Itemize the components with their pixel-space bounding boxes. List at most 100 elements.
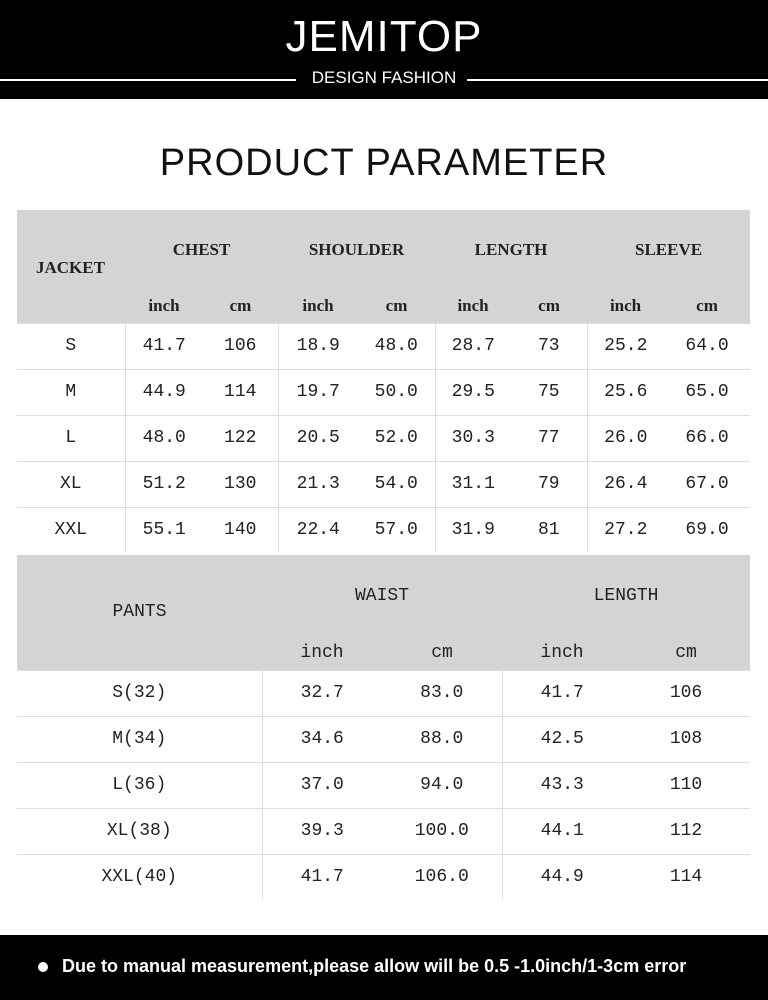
value-cell: 18.9 (277, 322, 359, 369)
value-cell: 73 (511, 322, 588, 369)
value-cell: 25.2 (586, 322, 665, 369)
value-cell: 50.0 (358, 368, 436, 415)
value-cell: 114 (622, 853, 751, 900)
table-row: S 41.7 106 18.9 48.0 28.7 73 25.2 64.0 (17, 322, 751, 369)
value-cell: 41.7 (261, 853, 382, 900)
pants-size-table: PANTS WAIST LENGTH inch cm inch cm S(32) 32.… (17, 555, 751, 900)
value-cell: 100.0 (382, 807, 503, 854)
group-header: LENGTH (435, 210, 588, 290)
value-cell: 31.9 (434, 506, 512, 553)
value-cell: 28.7 (434, 322, 512, 369)
value-cell: 22.4 (277, 506, 359, 553)
value-cell: 20.5 (277, 414, 359, 461)
size-cell: M (17, 368, 125, 415)
value-cell: 106 (203, 322, 279, 369)
value-cell: 110 (622, 761, 751, 808)
value-cell: 32.7 (261, 669, 382, 716)
value-cell: 57.0 (358, 506, 436, 553)
value-cell: 44.1 (501, 807, 623, 854)
size-cell: M(34) (17, 715, 262, 762)
unit-header: inch (262, 637, 382, 670)
unit-header: inch (502, 637, 623, 670)
group-header: WAIST (262, 555, 503, 637)
value-cell: 52.0 (358, 414, 436, 461)
size-cell: XL(38) (17, 807, 262, 854)
group-header: LENGTH (502, 555, 751, 637)
divider (467, 79, 768, 81)
unit-header: cm (358, 290, 436, 323)
table-row: S(32) 32.7 83.0 41.7 106 (17, 669, 751, 716)
footer-note-bar: Due to manual measurement,please allow w… (0, 935, 768, 1000)
unit-header: cm (664, 290, 751, 323)
table-row: XXL 55.1 140 22.4 57.0 31.9 81 27.2 69.0 (17, 506, 751, 553)
value-cell: 67.0 (664, 460, 751, 507)
table-row: L 48.0 122 20.5 52.0 30.3 77 26.0 66.0 (17, 414, 751, 461)
page-title: PRODUCT PARAMETER (159, 142, 609, 184)
value-cell: 25.6 (586, 368, 665, 415)
value-cell: 26.4 (586, 460, 665, 507)
value-cell: 106.0 (382, 853, 503, 900)
value-cell: 19.7 (277, 368, 359, 415)
value-cell: 48.0 (124, 414, 203, 461)
pants-label: PANTS (17, 555, 262, 670)
group-header: SLEEVE (587, 210, 751, 290)
group-header: SHOULDER (278, 210, 436, 290)
jacket-label: JACKET (17, 210, 125, 323)
value-cell: 79 (511, 460, 588, 507)
value-cell: 106 (622, 669, 751, 716)
value-cell: 108 (622, 715, 751, 762)
value-cell: 55.1 (124, 506, 203, 553)
brand-tagline: DESIGN FASHION (311, 68, 457, 87)
value-cell: 42.5 (501, 715, 623, 762)
unit-header: inch (435, 290, 512, 323)
value-cell: 31.1 (434, 460, 512, 507)
value-cell: 34.6 (261, 715, 382, 762)
brand-header: JEMITOP DESIGN FASHION (0, 0, 768, 99)
value-cell: 83.0 (382, 669, 503, 716)
size-cell: L(36) (17, 761, 262, 808)
value-cell: 140 (203, 506, 279, 553)
value-cell: 48.0 (358, 322, 436, 369)
table-row: M 44.9 114 19.7 50.0 29.5 75 25.6 65.0 (17, 368, 751, 415)
value-cell: 54.0 (358, 460, 436, 507)
size-cell: XL (17, 460, 125, 507)
unit-header: inch (125, 290, 203, 323)
value-cell: 41.7 (501, 669, 623, 716)
value-cell: 75 (511, 368, 588, 415)
value-cell: 88.0 (382, 715, 503, 762)
value-cell: 41.7 (124, 322, 203, 369)
unit-header: inch (278, 290, 359, 323)
value-cell: 81 (511, 506, 588, 553)
measurement-note: Due to manual measurement,please allow w… (62, 956, 687, 976)
value-cell: 69.0 (664, 506, 751, 553)
unit-header: cm (203, 290, 279, 323)
value-cell: 27.2 (586, 506, 665, 553)
value-cell: 37.0 (261, 761, 382, 808)
value-cell: 77 (511, 414, 588, 461)
value-cell: 65.0 (664, 368, 751, 415)
unit-header: cm (382, 637, 503, 670)
brand-logo: JEMITOP (285, 12, 483, 61)
table-row: XXL(40) 41.7 106.0 44.9 114 (17, 853, 751, 900)
value-cell: 39.3 (261, 807, 382, 854)
value-cell: 64.0 (664, 322, 751, 369)
value-cell: 66.0 (664, 414, 751, 461)
value-cell: 21.3 (277, 460, 359, 507)
value-cell: 94.0 (382, 761, 503, 808)
table-row: XL(38) 39.3 100.0 44.1 112 (17, 807, 751, 854)
value-cell: 29.5 (434, 368, 512, 415)
unit-header: cm (622, 637, 751, 670)
size-cell: XXL (17, 506, 125, 553)
value-cell: 114 (203, 368, 279, 415)
value-cell: 130 (203, 460, 279, 507)
size-cell: S (17, 322, 125, 369)
unit-header: inch (587, 290, 665, 323)
size-cell: XXL(40) (17, 853, 262, 900)
size-cell: S(32) (17, 669, 262, 716)
table-row: L(36) 37.0 94.0 43.3 110 (17, 761, 751, 808)
value-cell: 122 (203, 414, 279, 461)
table-row: M(34) 34.6 88.0 42.5 108 (17, 715, 751, 762)
value-cell: 44.9 (124, 368, 203, 415)
divider (0, 79, 296, 81)
value-cell: 44.9 (501, 853, 623, 900)
